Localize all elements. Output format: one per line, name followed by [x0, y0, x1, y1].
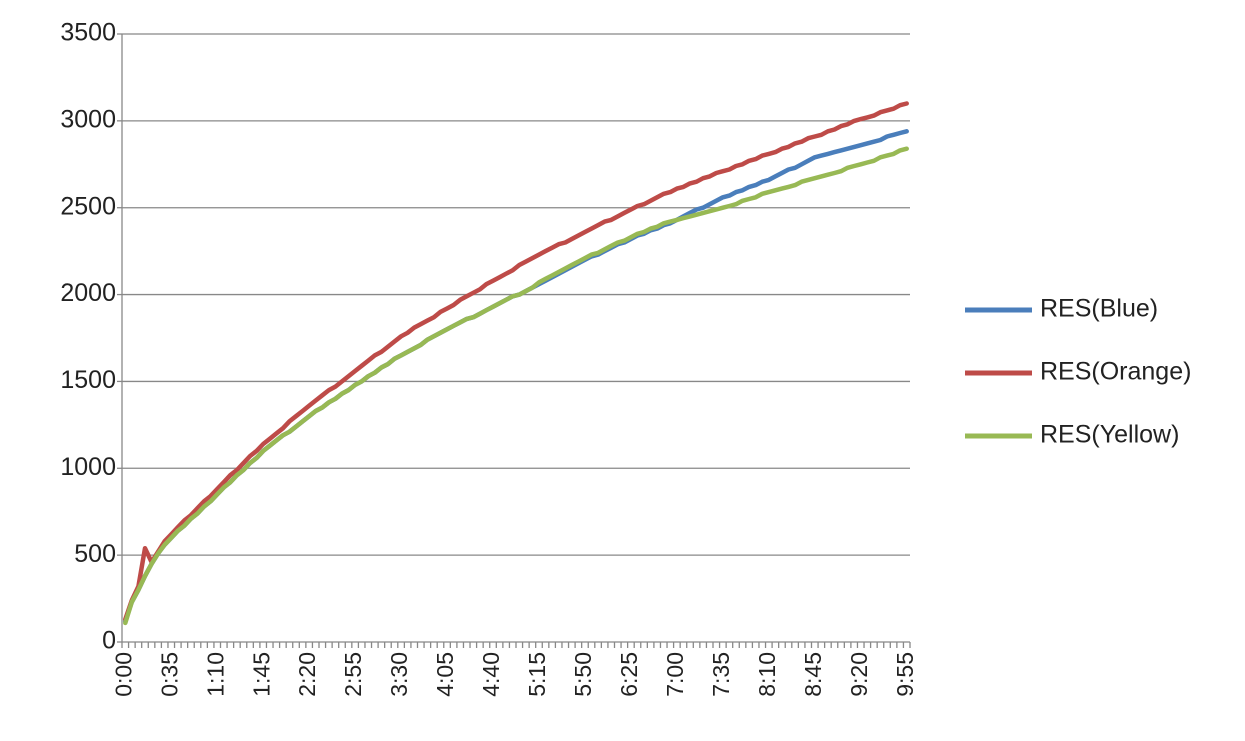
x-tick-label: 8:45	[800, 652, 826, 697]
series-line	[123, 129, 909, 624]
x-tick-label: 4:40	[478, 652, 504, 697]
x-tick-label: 5:50	[570, 652, 596, 697]
y-tick-label: 3500	[60, 19, 116, 47]
x-tick-label: 4:05	[432, 652, 458, 697]
x-tick-label: 5:15	[524, 652, 550, 697]
y-tick-label: 2500	[60, 192, 116, 220]
y-tick-label: 1000	[60, 453, 116, 481]
legend-label: RES(Yellow)	[1040, 421, 1179, 449]
x-tick-label: 3:30	[386, 652, 412, 697]
x-tick-label: 9:55	[892, 652, 918, 697]
series-line	[123, 146, 909, 626]
x-tick-label: 0:00	[110, 652, 136, 697]
x-tick-label: 8:10	[754, 652, 780, 697]
x-tick-label: 0:35	[156, 652, 182, 697]
y-tick-label: 3000	[60, 105, 116, 133]
x-tick-label: 6:25	[616, 652, 642, 697]
x-tick-label: 2:55	[340, 652, 366, 697]
y-tick-label: 2000	[60, 279, 116, 307]
y-tick-label: 1500	[60, 366, 116, 394]
x-tick-label: 2:20	[294, 652, 320, 697]
x-tick-label: 9:20	[846, 652, 872, 697]
y-tick-label: 0	[102, 627, 116, 655]
x-tick-label: 7:00	[662, 652, 688, 697]
y-tick-label: 500	[74, 540, 116, 568]
series-line	[123, 101, 909, 622]
x-tick-label: 1:10	[202, 652, 228, 697]
x-tick-label: 7:35	[708, 652, 734, 697]
legend-label: RES(Orange)	[1040, 358, 1191, 386]
x-tick-label: 1:45	[248, 652, 274, 697]
legend-label: RES(Blue)	[1040, 295, 1158, 323]
